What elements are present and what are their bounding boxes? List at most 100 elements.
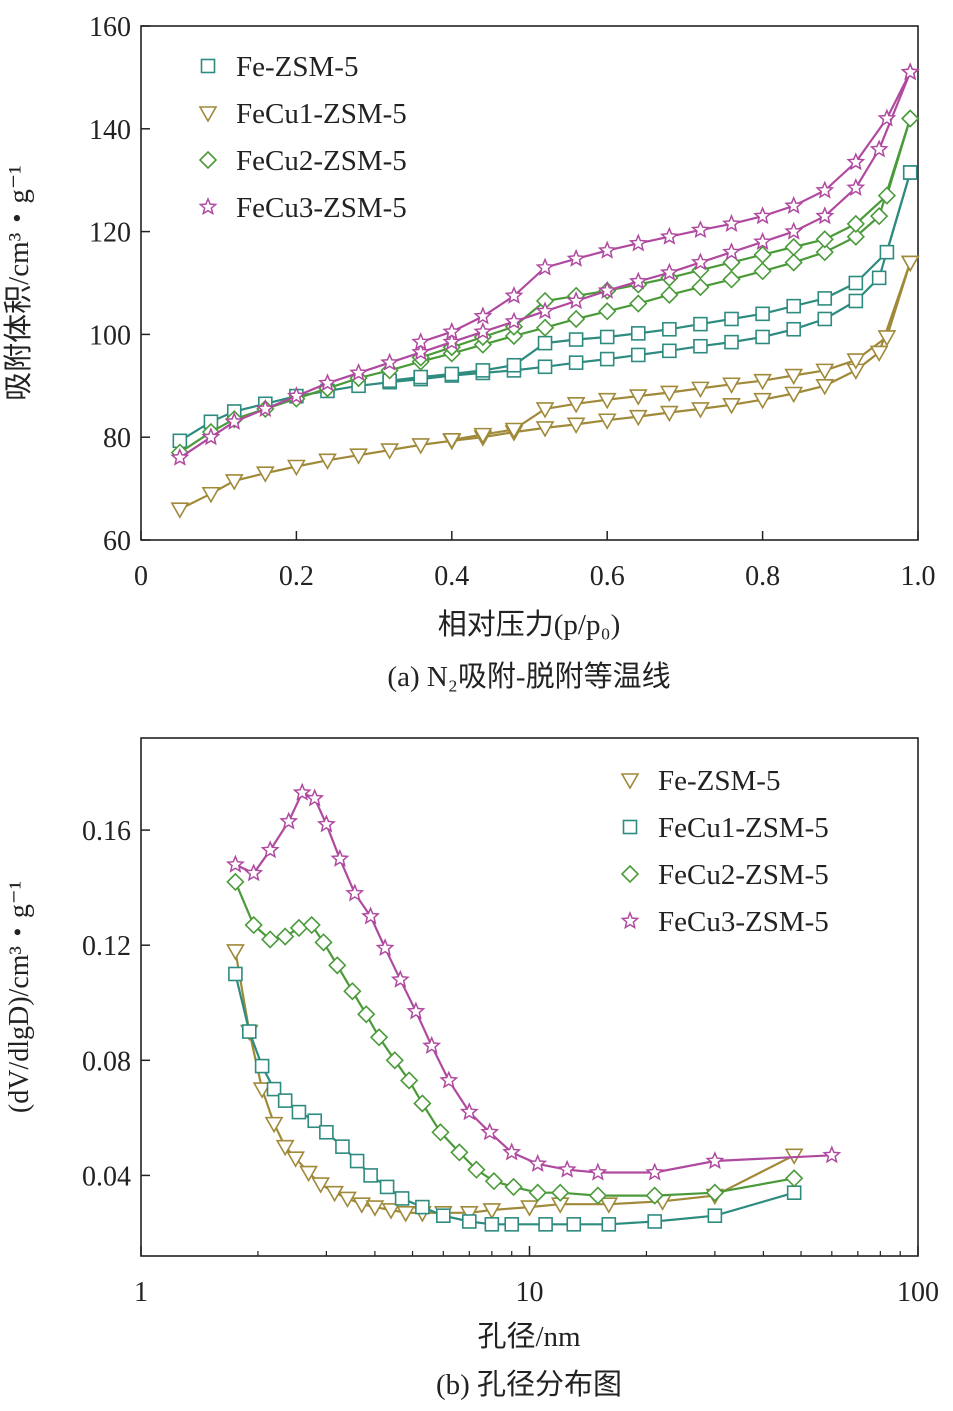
desorption-point-fecu2-zsm-5 — [877, 186, 897, 205]
adsorption-point-fecu3-zsm-5 — [628, 271, 648, 290]
adsorption-point-fecu2-zsm-5 — [815, 243, 834, 262]
panel-a-series — [170, 62, 920, 519]
desorption-point-fe-zsm-5 — [506, 357, 522, 373]
panel-a-y-tick-label: 80 — [103, 423, 131, 454]
adsorption-point-fecu2-zsm-5 — [598, 302, 617, 321]
psd-point-fecu2-zsm-5 — [385, 1051, 404, 1070]
psd-line-fe-zsm-5 — [234, 950, 795, 1214]
adsorption-point-fecu1-zsm-5 — [597, 413, 617, 430]
desorption-point-fecu1-zsm-5 — [566, 396, 586, 414]
psd-point-fe-zsm-5 — [381, 1203, 401, 1220]
legend-marker-fecu3-zsm-5 — [198, 197, 218, 216]
adsorption-point-fecu1-zsm-5 — [691, 402, 710, 419]
legend-marker-fecu2-zsm-5 — [198, 150, 218, 170]
adsorption-point-fecu2-zsm-5 — [504, 326, 524, 346]
adsorption-point-fe-zsm-5 — [599, 351, 615, 367]
desorption-point-fe-zsm-5 — [475, 363, 491, 378]
psd-point-fecu2-zsm-5 — [467, 1160, 486, 1179]
psd-point-fecu2-zsm-5 — [431, 1123, 450, 1142]
psd-point-fecu1-zsm-5 — [786, 1185, 802, 1200]
psd-point-fecu3-zsm-5 — [375, 938, 395, 957]
desorption-point-fecu3-zsm-5 — [411, 332, 431, 351]
adsorption-point-fecu2-zsm-5 — [722, 270, 741, 289]
adsorption-point-fecu3-zsm-5 — [846, 177, 866, 196]
panel-b-y-tick-label: 0.12 — [82, 931, 131, 962]
adsorption-point-fecu3-zsm-5 — [690, 252, 710, 271]
psd-point-fecu2-zsm-5 — [413, 1094, 432, 1113]
adsorption-point-fecu1-zsm-5 — [287, 459, 306, 477]
psd-point-fecu1-zsm-5 — [484, 1217, 500, 1232]
psd-point-fecu3-zsm-5 — [480, 1122, 500, 1141]
psd-point-fecu2-zsm-5 — [343, 982, 362, 1001]
adsorption-point-fecu1-zsm-5 — [535, 421, 555, 438]
adsorption-point-fecu3-zsm-5 — [504, 311, 524, 330]
panel-b-series — [225, 782, 842, 1232]
legend-label-fecu3-zsm-5: FeCu3-ZSM-5 — [236, 192, 407, 224]
adsorption-point-fecu2-zsm-5 — [846, 227, 865, 246]
psd-point-fecu3-zsm-5 — [645, 1162, 665, 1181]
desorption-point-fecu3-zsm-5 — [659, 226, 679, 245]
panel-a-y-tick-label: 140 — [89, 115, 131, 146]
adsorption-point-fecu3-zsm-5 — [473, 321, 493, 340]
psd-point-fe-zsm-5 — [325, 1185, 344, 1203]
psd-point-fecu3-zsm-5 — [528, 1153, 548, 1172]
psd-point-fecu3-zsm-5 — [705, 1151, 725, 1170]
legend-label-fe-zsm-5: Fe-ZSM-5 — [658, 765, 780, 797]
panel-a-y-tick-label: 160 — [89, 12, 131, 43]
adsorption-point-fe-zsm-5 — [848, 293, 864, 309]
adsorption-point-fecu3-zsm-5 — [318, 373, 337, 392]
desorption-point-fecu1-zsm-5 — [846, 353, 866, 370]
psd-point-fecu2-zsm-5 — [314, 933, 333, 952]
adsorption-point-fecu1-zsm-5 — [170, 502, 190, 519]
desorption-point-fe-zsm-5 — [879, 244, 895, 260]
adsorption-point-fe-zsm-5 — [693, 338, 708, 354]
adsorption-point-fecu2-zsm-5 — [535, 318, 555, 337]
psd-point-fecu3-zsm-5 — [361, 906, 381, 925]
desorption-line-fecu3-zsm-5 — [420, 71, 912, 344]
legend-label-fe-zsm-5: Fe-ZSM-5 — [236, 51, 358, 83]
psd-point-fe-zsm-5 — [396, 1206, 416, 1223]
psd-point-fecu2-zsm-5 — [400, 1071, 419, 1090]
desorption-point-fecu3-zsm-5 — [690, 220, 710, 239]
psd-point-fecu1-zsm-5 — [436, 1208, 451, 1224]
legend-marker-fe-zsm-5 — [620, 773, 640, 790]
psd-point-fecu1-zsm-5 — [254, 1058, 270, 1074]
adsorption-point-fe-zsm-5 — [817, 311, 833, 327]
panel-b-y-axis-label: (dV/dlgD)/cm³・g⁻¹ — [4, 881, 35, 1113]
psd-point-fecu1-zsm-5 — [307, 1113, 323, 1129]
adsorption-point-fecu1-zsm-5 — [753, 392, 772, 410]
desorption-point-fecu3-zsm-5 — [815, 180, 835, 199]
desorption-point-fe-zsm-5 — [599, 329, 615, 345]
psd-point-fe-zsm-5 — [286, 1151, 305, 1168]
psd-point-fecu2-zsm-5 — [484, 1172, 504, 1191]
psd-line-fecu3-zsm-5 — [234, 791, 832, 1174]
legend-label-fecu2-zsm-5: FeCu2-ZSM-5 — [236, 145, 407, 177]
adsorption-point-fecu1-zsm-5 — [224, 474, 244, 491]
psd-point-fe-zsm-5 — [599, 1197, 619, 1214]
psd-point-fecu2-zsm-5 — [785, 1169, 804, 1188]
panel-b-ticks: 1 10 100 0.04 0.08 0.12 0.16 — [82, 816, 939, 1308]
desorption-point-fe-zsm-5 — [817, 291, 833, 306]
adsorption-point-fecu2-zsm-5 — [691, 277, 710, 297]
psd-point-fecu2-zsm-5 — [328, 956, 347, 975]
adsorption-point-fecu3-zsm-5 — [815, 206, 835, 225]
psd-point-fecu2-zsm-5 — [357, 1005, 376, 1024]
adsorption-point-fecu1-zsm-5 — [318, 453, 337, 470]
desorption-point-fecu2-zsm-5 — [722, 253, 741, 272]
desorption-point-fe-zsm-5 — [693, 316, 708, 332]
panel-b-caption: (b) 孔径分布图 — [436, 1368, 622, 1401]
psd-point-fecu1-zsm-5 — [415, 1199, 430, 1215]
adsorption-point-fecu1-zsm-5 — [566, 417, 586, 434]
psd-point-fecu2-zsm-5 — [244, 915, 263, 935]
desorption-point-fecu2-zsm-5 — [846, 214, 865, 234]
psd-point-fecu2-zsm-5 — [302, 915, 321, 935]
psd-point-fe-zsm-5 — [299, 1165, 318, 1183]
adsorption-point-fecu1-zsm-5 — [722, 398, 741, 415]
psd-point-fecu2-zsm-5 — [588, 1186, 608, 1205]
desorption-point-fecu2-zsm-5 — [815, 230, 834, 249]
adsorption-point-fecu3-zsm-5 — [659, 262, 679, 281]
desorption-point-fecu1-zsm-5 — [722, 377, 741, 394]
panel-b-legend: Fe-ZSM-5 FeCu1-ZSM-5 FeCu2-ZSM-5 FeCu3-ZSM-… — [620, 765, 829, 938]
panel-b-y-tick-label: 0.08 — [82, 1046, 131, 1077]
adsorption-point-fecu1-zsm-5 — [784, 386, 804, 404]
